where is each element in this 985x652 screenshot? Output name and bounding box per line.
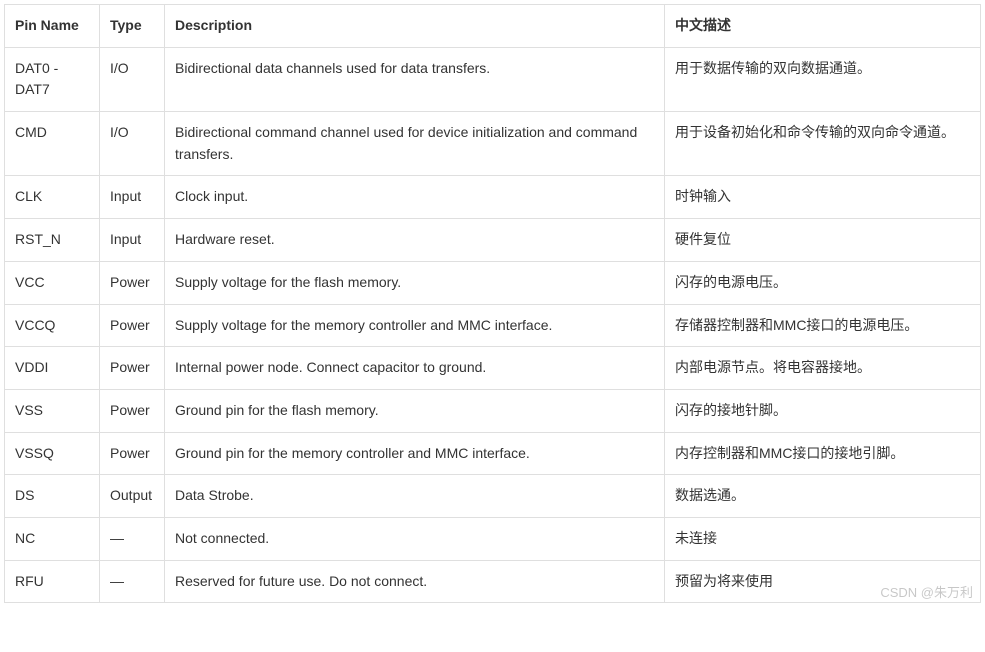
cell-type: Power — [100, 261, 165, 304]
cell-desc: Data Strobe. — [165, 475, 665, 518]
table-row: VSS Power Ground pin for the flash memor… — [5, 389, 981, 432]
table-row: VSSQ Power Ground pin for the memory con… — [5, 432, 981, 475]
cell-pin-name: CLK — [5, 176, 100, 219]
table-row: CMD I/O Bidirectional command channel us… — [5, 112, 981, 176]
col-header-desc: Description — [165, 5, 665, 48]
table-row: DAT0 - DAT7 I/O Bidirectional data chann… — [5, 47, 981, 111]
cell-cn: 时钟输入 — [665, 176, 981, 219]
cell-type: I/O — [100, 112, 165, 176]
table-header-row: Pin Name Type Description 中文描述 — [5, 5, 981, 48]
table-row: DS Output Data Strobe. 数据选通。 — [5, 475, 981, 518]
table-row: CLK Input Clock input. 时钟输入 — [5, 176, 981, 219]
cell-pin-name: VSS — [5, 389, 100, 432]
cell-type: Input — [100, 176, 165, 219]
cell-type: Output — [100, 475, 165, 518]
cell-cn: 存储器控制器和MMC接口的电源电压。 — [665, 304, 981, 347]
cell-cn: 用于设备初始化和命令传输的双向命令通道。 — [665, 112, 981, 176]
cell-type: — — [100, 517, 165, 560]
table-row: VDDI Power Internal power node. Connect … — [5, 347, 981, 390]
cell-pin-name: VCCQ — [5, 304, 100, 347]
cell-cn: 闪存的电源电压。 — [665, 261, 981, 304]
cell-cn: 闪存的接地针脚。 — [665, 389, 981, 432]
cell-desc: Reserved for future use. Do not connect. — [165, 560, 665, 603]
cell-cn: 预留为将来使用 — [665, 560, 981, 603]
col-header-pin-name: Pin Name — [5, 5, 100, 48]
cell-pin-name: RST_N — [5, 219, 100, 262]
cell-cn: 数据选通。 — [665, 475, 981, 518]
cell-pin-name: VSSQ — [5, 432, 100, 475]
cell-cn: 未连接 — [665, 517, 981, 560]
cell-pin-name: DS — [5, 475, 100, 518]
cell-pin-name: CMD — [5, 112, 100, 176]
cell-type: Power — [100, 432, 165, 475]
cell-pin-name: VCC — [5, 261, 100, 304]
pin-table: Pin Name Type Description 中文描述 DAT0 - DA… — [4, 4, 981, 603]
cell-type: Input — [100, 219, 165, 262]
cell-desc: Hardware reset. — [165, 219, 665, 262]
cell-desc: Bidirectional data channels used for dat… — [165, 47, 665, 111]
cell-type: I/O — [100, 47, 165, 111]
table-row: RST_N Input Hardware reset. 硬件复位 — [5, 219, 981, 262]
cell-pin-name: DAT0 - DAT7 — [5, 47, 100, 111]
cell-desc: Supply voltage for the memory controller… — [165, 304, 665, 347]
cell-desc: Ground pin for the flash memory. — [165, 389, 665, 432]
cell-cn: 用于数据传输的双向数据通道。 — [665, 47, 981, 111]
cell-desc: Internal power node. Connect capacitor t… — [165, 347, 665, 390]
cell-cn: 内存控制器和MMC接口的接地引脚。 — [665, 432, 981, 475]
table-row: NC — Not connected. 未连接 — [5, 517, 981, 560]
cell-desc: Bidirectional command channel used for d… — [165, 112, 665, 176]
cell-desc: Ground pin for the memory controller and… — [165, 432, 665, 475]
col-header-type: Type — [100, 5, 165, 48]
cell-pin-name: NC — [5, 517, 100, 560]
cell-type: — — [100, 560, 165, 603]
cell-pin-name: VDDI — [5, 347, 100, 390]
cell-type: Power — [100, 347, 165, 390]
col-header-cn: 中文描述 — [665, 5, 981, 48]
table-row: RFU — Reserved for future use. Do not co… — [5, 560, 981, 603]
cell-pin-name: RFU — [5, 560, 100, 603]
cell-desc: Not connected. — [165, 517, 665, 560]
cell-desc: Supply voltage for the flash memory. — [165, 261, 665, 304]
cell-cn: 内部电源节点。将电容器接地。 — [665, 347, 981, 390]
cell-cn: 硬件复位 — [665, 219, 981, 262]
cell-type: Power — [100, 304, 165, 347]
cell-type: Power — [100, 389, 165, 432]
table-row: VCC Power Supply voltage for the flash m… — [5, 261, 981, 304]
table-row: VCCQ Power Supply voltage for the memory… — [5, 304, 981, 347]
cell-desc: Clock input. — [165, 176, 665, 219]
